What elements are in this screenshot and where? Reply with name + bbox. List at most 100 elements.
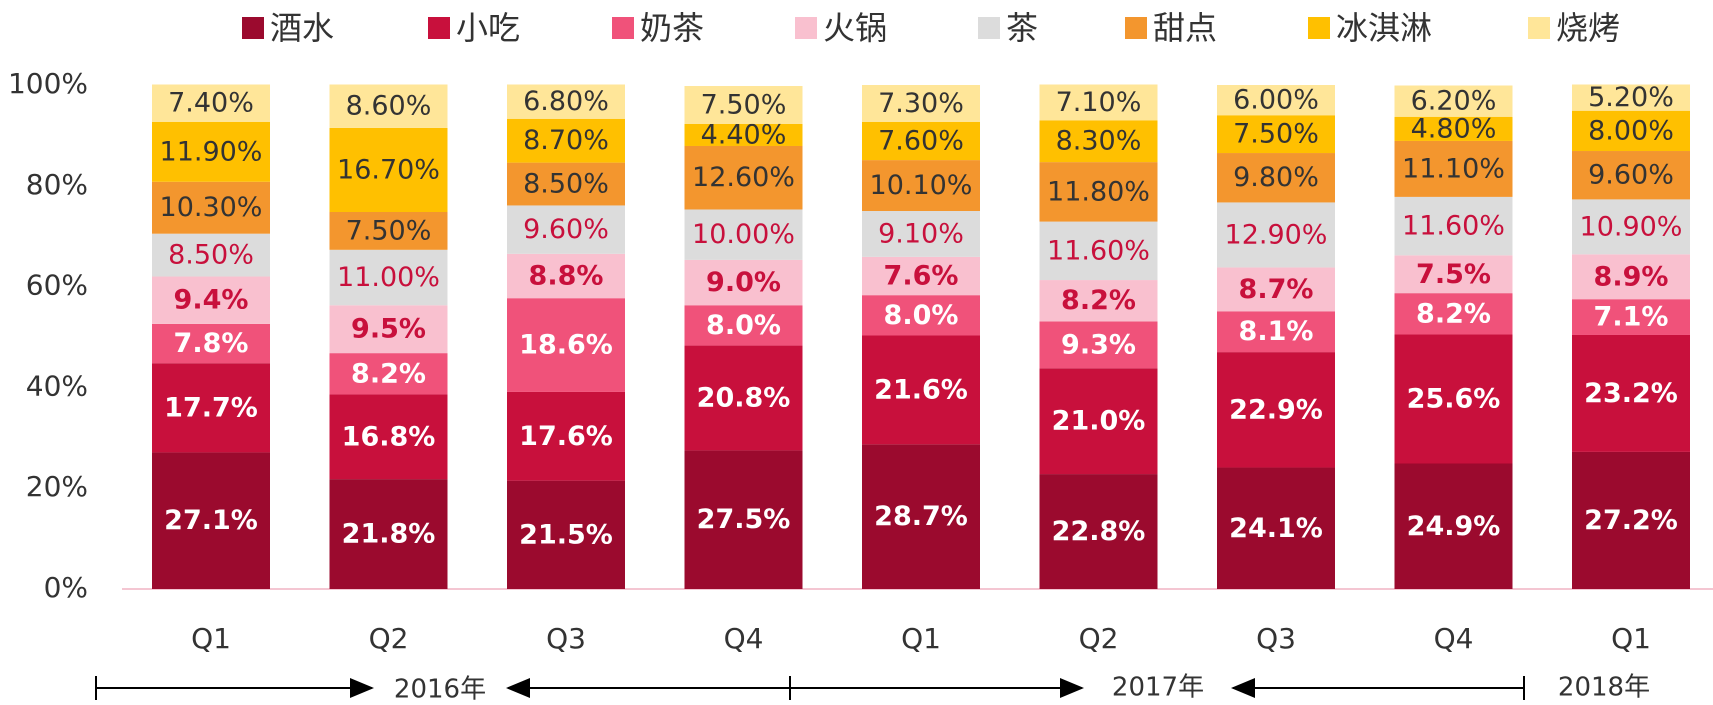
bar-segment bbox=[507, 391, 625, 481]
bar-segment bbox=[1217, 467, 1335, 589]
value-label: 27.1% bbox=[164, 505, 258, 536]
legend-label: 茶 bbox=[1006, 9, 1038, 47]
x-tick-label: Q2 bbox=[1079, 622, 1119, 655]
bar-segment bbox=[329, 305, 448, 354]
bar-segment bbox=[1394, 293, 1513, 335]
bar-segment bbox=[1394, 85, 1513, 117]
bar-segment bbox=[1572, 110, 1690, 152]
y-tick-label: 60% bbox=[26, 269, 88, 302]
bar-segment bbox=[1394, 140, 1513, 197]
x-tick-label: Q3 bbox=[546, 622, 586, 655]
year-label: 2016年 bbox=[394, 675, 486, 705]
value-label: 9.60% bbox=[1588, 160, 1674, 191]
value-label: 22.8% bbox=[1052, 516, 1146, 547]
bar-segment bbox=[1039, 221, 1158, 281]
bar-segment bbox=[1572, 334, 1690, 452]
x-tick-label: Q2 bbox=[369, 622, 409, 655]
y-tick-label: 100% bbox=[8, 67, 88, 100]
value-label: 8.1% bbox=[1239, 316, 1314, 347]
legend-swatch bbox=[978, 17, 1000, 39]
value-label: 21.0% bbox=[1052, 406, 1146, 437]
value-label: 10.10% bbox=[870, 170, 973, 201]
bar-segment bbox=[329, 394, 448, 480]
bar-segment bbox=[329, 479, 448, 589]
value-label: 9.10% bbox=[878, 218, 964, 249]
y-tick-label: 40% bbox=[26, 369, 88, 402]
value-label: 18.6% bbox=[519, 330, 613, 361]
bar-segment bbox=[1217, 153, 1335, 203]
value-label: 10.00% bbox=[692, 219, 795, 250]
bar-segment bbox=[862, 295, 980, 336]
value-label: 17.6% bbox=[519, 421, 613, 452]
bar-segment bbox=[507, 84, 625, 119]
value-label: 11.10% bbox=[1402, 153, 1505, 184]
value-label: 5.20% bbox=[1588, 82, 1674, 113]
legend-swatch bbox=[1125, 17, 1147, 39]
value-label: 9.0% bbox=[706, 267, 781, 298]
bar-segment bbox=[1039, 368, 1158, 475]
bar-segment bbox=[507, 253, 625, 299]
bar-segment bbox=[1217, 202, 1335, 268]
bar-segment bbox=[684, 123, 803, 146]
bar-segment bbox=[152, 233, 270, 277]
value-label: 7.60% bbox=[878, 125, 964, 156]
legend-swatch bbox=[242, 17, 264, 39]
value-label: 25.6% bbox=[1407, 383, 1501, 414]
value-label: 21.8% bbox=[342, 519, 436, 550]
value-label: 8.2% bbox=[351, 358, 426, 389]
value-label: 21.6% bbox=[874, 374, 968, 405]
bar-segment bbox=[507, 205, 625, 254]
value-label: 4.80% bbox=[1411, 113, 1497, 144]
bar-segment bbox=[152, 323, 270, 364]
bar-segment bbox=[152, 181, 270, 234]
legend-swatch bbox=[612, 17, 634, 39]
bar-segment bbox=[684, 305, 803, 346]
bar-segment bbox=[152, 84, 270, 122]
value-label: 7.1% bbox=[1594, 302, 1669, 333]
legend-label: 烧烤 bbox=[1556, 9, 1620, 47]
bar-segment bbox=[1572, 151, 1690, 200]
value-label: 11.80% bbox=[1047, 176, 1150, 207]
y-tick-label: 80% bbox=[26, 168, 88, 201]
bar-segment bbox=[152, 121, 270, 182]
legend-label: 甜点 bbox=[1153, 9, 1217, 47]
bar-segment bbox=[1572, 299, 1690, 335]
x-tick-label: Q1 bbox=[901, 622, 941, 655]
value-label: 22.9% bbox=[1229, 394, 1323, 425]
value-label: 8.70% bbox=[523, 125, 609, 156]
value-label: 7.8% bbox=[174, 328, 249, 359]
value-label: 17.7% bbox=[164, 392, 258, 423]
value-label: 8.9% bbox=[1594, 261, 1669, 292]
value-label: 11.60% bbox=[1047, 235, 1150, 266]
legend-label: 冰淇淋 bbox=[1336, 9, 1432, 47]
value-label: 8.2% bbox=[1416, 298, 1491, 329]
bar-segment bbox=[1572, 84, 1690, 111]
value-label: 9.60% bbox=[523, 214, 609, 245]
x-tick-label: Q4 bbox=[1434, 622, 1474, 655]
value-label: 8.7% bbox=[1239, 274, 1314, 305]
value-label: 27.2% bbox=[1584, 505, 1678, 536]
bar-segment bbox=[507, 118, 625, 163]
value-label: 11.60% bbox=[1402, 211, 1505, 242]
value-label: 16.8% bbox=[342, 421, 436, 452]
value-label: 27.5% bbox=[697, 504, 791, 535]
bar-segment bbox=[1572, 451, 1690, 589]
bar-segment bbox=[684, 145, 803, 210]
value-label: 8.60% bbox=[346, 91, 432, 122]
bar-segment bbox=[1572, 254, 1690, 300]
bar-segment bbox=[862, 256, 980, 296]
value-label: 7.30% bbox=[878, 88, 964, 119]
legend-label: 奶茶 bbox=[640, 9, 704, 47]
value-label: 7.5% bbox=[1416, 259, 1491, 290]
bar-segment bbox=[1217, 311, 1335, 353]
bar-segment bbox=[329, 84, 448, 128]
value-label: 8.30% bbox=[1056, 126, 1142, 157]
bar-segment bbox=[1039, 280, 1158, 322]
x-tick-label: Q4 bbox=[724, 622, 764, 655]
value-label: 24.9% bbox=[1407, 511, 1501, 542]
value-label: 9.80% bbox=[1233, 162, 1319, 193]
value-label: 8.50% bbox=[168, 240, 254, 271]
legend-swatch bbox=[428, 17, 450, 39]
bar-segment bbox=[1217, 267, 1335, 312]
bar-segment bbox=[1039, 321, 1158, 369]
